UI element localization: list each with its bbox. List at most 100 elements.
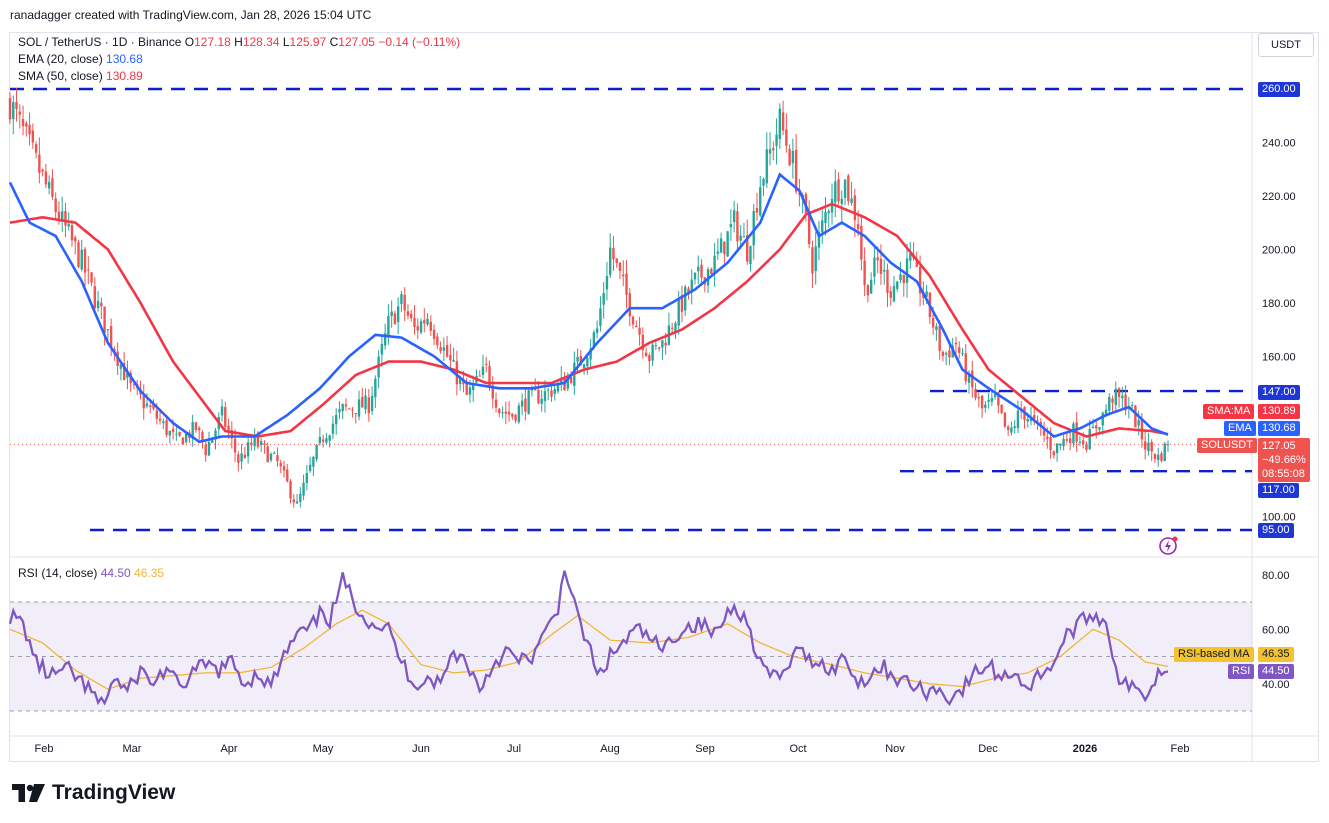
candle-body — [15, 101, 18, 110]
candle-body — [423, 320, 426, 324]
candle-body — [1088, 429, 1091, 450]
rsi-value-badge: 44.50 — [1258, 664, 1294, 679]
candle-body — [553, 389, 556, 394]
ema-legend[interactable]: EMA (20, close) 130.68 — [18, 52, 143, 66]
sma-tag-badge: SMA:MA — [1203, 404, 1255, 419]
candle-body — [93, 286, 97, 309]
candle-body — [651, 344, 654, 361]
candle-body — [12, 102, 15, 120]
candle-body — [582, 364, 586, 369]
candle-body — [964, 353, 967, 382]
candle-body — [1013, 426, 1016, 429]
candle-body — [452, 359, 455, 362]
candle-body — [132, 383, 136, 385]
candle-body — [843, 179, 847, 198]
candle-body — [778, 108, 782, 139]
candle-body — [74, 237, 77, 242]
candle-body — [1016, 410, 1020, 429]
candle-body — [286, 469, 289, 482]
candle-body — [145, 403, 149, 407]
candle-body — [44, 171, 48, 185]
candle-body — [109, 326, 113, 348]
candle-body — [817, 232, 821, 248]
candle-body — [1111, 398, 1114, 403]
candle-body — [746, 235, 749, 262]
candle-body — [648, 355, 651, 362]
candle-body — [83, 249, 87, 273]
candle-body — [938, 325, 941, 351]
candle-body — [194, 422, 198, 431]
currency-button[interactable]: USDT — [1258, 33, 1314, 57]
candle-body — [1033, 415, 1036, 419]
candle-body — [344, 404, 348, 407]
candle-body — [772, 148, 775, 151]
candle-body — [560, 378, 563, 385]
candle-body — [233, 438, 237, 453]
candle-body — [106, 329, 110, 331]
alert-bolt-icon[interactable] — [1158, 535, 1180, 557]
candle-body — [752, 211, 755, 246]
candle-body — [1160, 453, 1163, 461]
rsi-tick-label: 80.00 — [1262, 570, 1290, 582]
candle-body — [811, 247, 814, 274]
candle-body — [282, 466, 286, 471]
candle-body — [1036, 420, 1039, 422]
candle-body — [119, 364, 123, 369]
candle-body — [1072, 423, 1075, 444]
ema-legend-value: 130.68 — [106, 52, 143, 66]
rsi-legend[interactable]: RSI (14, close) 44.50 46.35 — [18, 566, 164, 580]
candle-body — [370, 395, 374, 412]
candle-body — [325, 438, 328, 443]
price-tick-label: 100.00 — [1262, 512, 1296, 524]
candle-body — [178, 431, 181, 436]
high-value: 128.34 — [242, 35, 280, 49]
candle-body — [276, 455, 279, 462]
tradingview-logo[interactable]: TradingView — [12, 781, 175, 805]
candle-body — [723, 241, 726, 254]
candle-body — [331, 423, 335, 434]
candle-body — [1095, 425, 1098, 429]
sma-legend[interactable]: SMA (50, close) 130.89 — [18, 69, 143, 83]
candle-body — [1117, 388, 1121, 397]
candle-body — [896, 281, 899, 290]
candle-body — [775, 134, 778, 146]
time-tick-label: Nov — [885, 743, 905, 755]
price-tick-label: 240.00 — [1262, 137, 1296, 149]
candle-body — [295, 501, 299, 504]
candle-body — [204, 444, 207, 456]
candle-body — [967, 373, 971, 383]
symbol-label[interactable]: SOL / TetherUS · 1D · Binance — [18, 35, 182, 49]
candle-body — [220, 406, 224, 416]
ema-tag-badge: EMA — [1224, 421, 1256, 436]
chart-attribution: ranadagger created with TradingView.com,… — [10, 8, 372, 22]
candle-body — [28, 124, 31, 135]
candle-body — [980, 395, 984, 409]
candle-body — [269, 453, 273, 461]
candle-body — [873, 257, 876, 277]
candle-body — [498, 408, 501, 414]
candle-body — [918, 266, 922, 294]
candle-body — [465, 381, 468, 395]
candle-body — [514, 414, 517, 421]
candle-body — [1010, 427, 1013, 433]
candle-body — [1163, 443, 1166, 462]
candle-body — [334, 414, 338, 425]
candle-body — [406, 311, 410, 316]
time-tick-label: May — [313, 743, 334, 755]
candle-body — [997, 392, 1000, 406]
candle-body — [279, 462, 282, 467]
candle-body — [1062, 438, 1065, 447]
open-label: O — [184, 35, 195, 49]
time-tick-label: Feb — [35, 743, 54, 755]
candle-body — [90, 272, 93, 283]
rsi-pane — [8, 570, 1252, 712]
candle-body — [357, 399, 361, 417]
candle-body — [1003, 412, 1007, 427]
price-tick-label: 180.00 — [1262, 298, 1296, 310]
candle-body — [693, 272, 697, 280]
candle-body — [1124, 394, 1127, 411]
candle-body — [935, 326, 938, 331]
sma-legend-value: 130.89 — [106, 69, 143, 83]
candle-body — [886, 269, 889, 293]
